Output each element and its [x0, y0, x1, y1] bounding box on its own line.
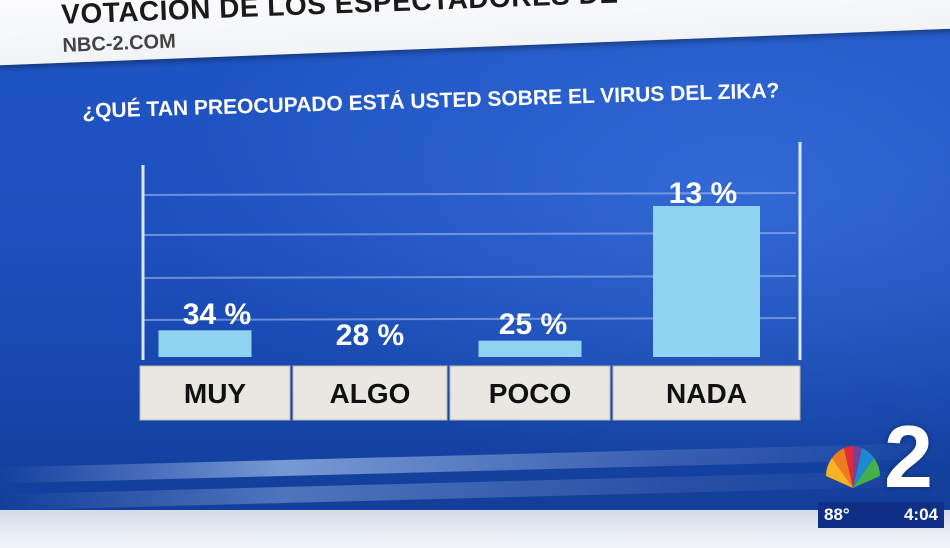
category-label: ALGO [330, 378, 411, 409]
bar [158, 330, 252, 357]
lower-bar [0, 510, 950, 548]
value-label: 34 % [183, 298, 251, 331]
bar [653, 206, 760, 357]
category-box [139, 365, 291, 421]
peacock-icon [826, 446, 880, 488]
nbc2-logo: 2 [818, 407, 948, 506]
value-label: 13 % [669, 177, 737, 210]
gridline [142, 192, 797, 196]
category-box [449, 365, 611, 421]
bar [478, 340, 582, 357]
value-label: 25 % [499, 308, 567, 341]
temperature: 88° [824, 505, 850, 524]
status-box: 88° 4:04 [818, 502, 944, 528]
category-label: POCO [489, 378, 571, 409]
category-box [612, 365, 801, 421]
channel-number: 2 [884, 407, 933, 506]
value-label: 28 % [336, 319, 404, 352]
clock-time: 4:04 [903, 505, 938, 524]
category-box [292, 365, 448, 421]
category-label: MUY [184, 378, 247, 409]
category-label: NADA [666, 378, 747, 409]
